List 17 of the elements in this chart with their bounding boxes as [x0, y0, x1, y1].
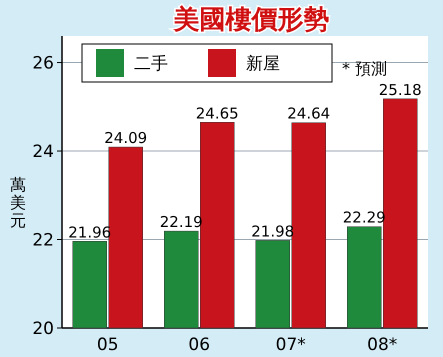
- y-tick-label: 26: [32, 54, 54, 74]
- y-axis-title: 萬美元: [10, 175, 26, 230]
- annotation: * 預測: [342, 59, 388, 78]
- data-label: 24.64: [287, 104, 330, 123]
- y-tick-label: 22: [32, 230, 54, 251]
- x-tick-label: 05: [96, 335, 119, 355]
- y-tick-label: 24: [32, 142, 54, 162]
- legend-label: 二手: [134, 54, 168, 74]
- y-tick-label: 20: [32, 319, 54, 339]
- x-tick-label: 06: [188, 335, 210, 355]
- legend-label: 新屋: [246, 54, 280, 74]
- x-tick-label: 07*: [276, 335, 306, 355]
- chart-title: 美國樓價形勢: [172, 5, 330, 35]
- data-label: 24.09: [104, 129, 148, 148]
- x-tick-label: 08*: [367, 335, 398, 355]
- data-label: 25.18: [378, 80, 422, 99]
- data-label: 24.65: [196, 104, 239, 122]
